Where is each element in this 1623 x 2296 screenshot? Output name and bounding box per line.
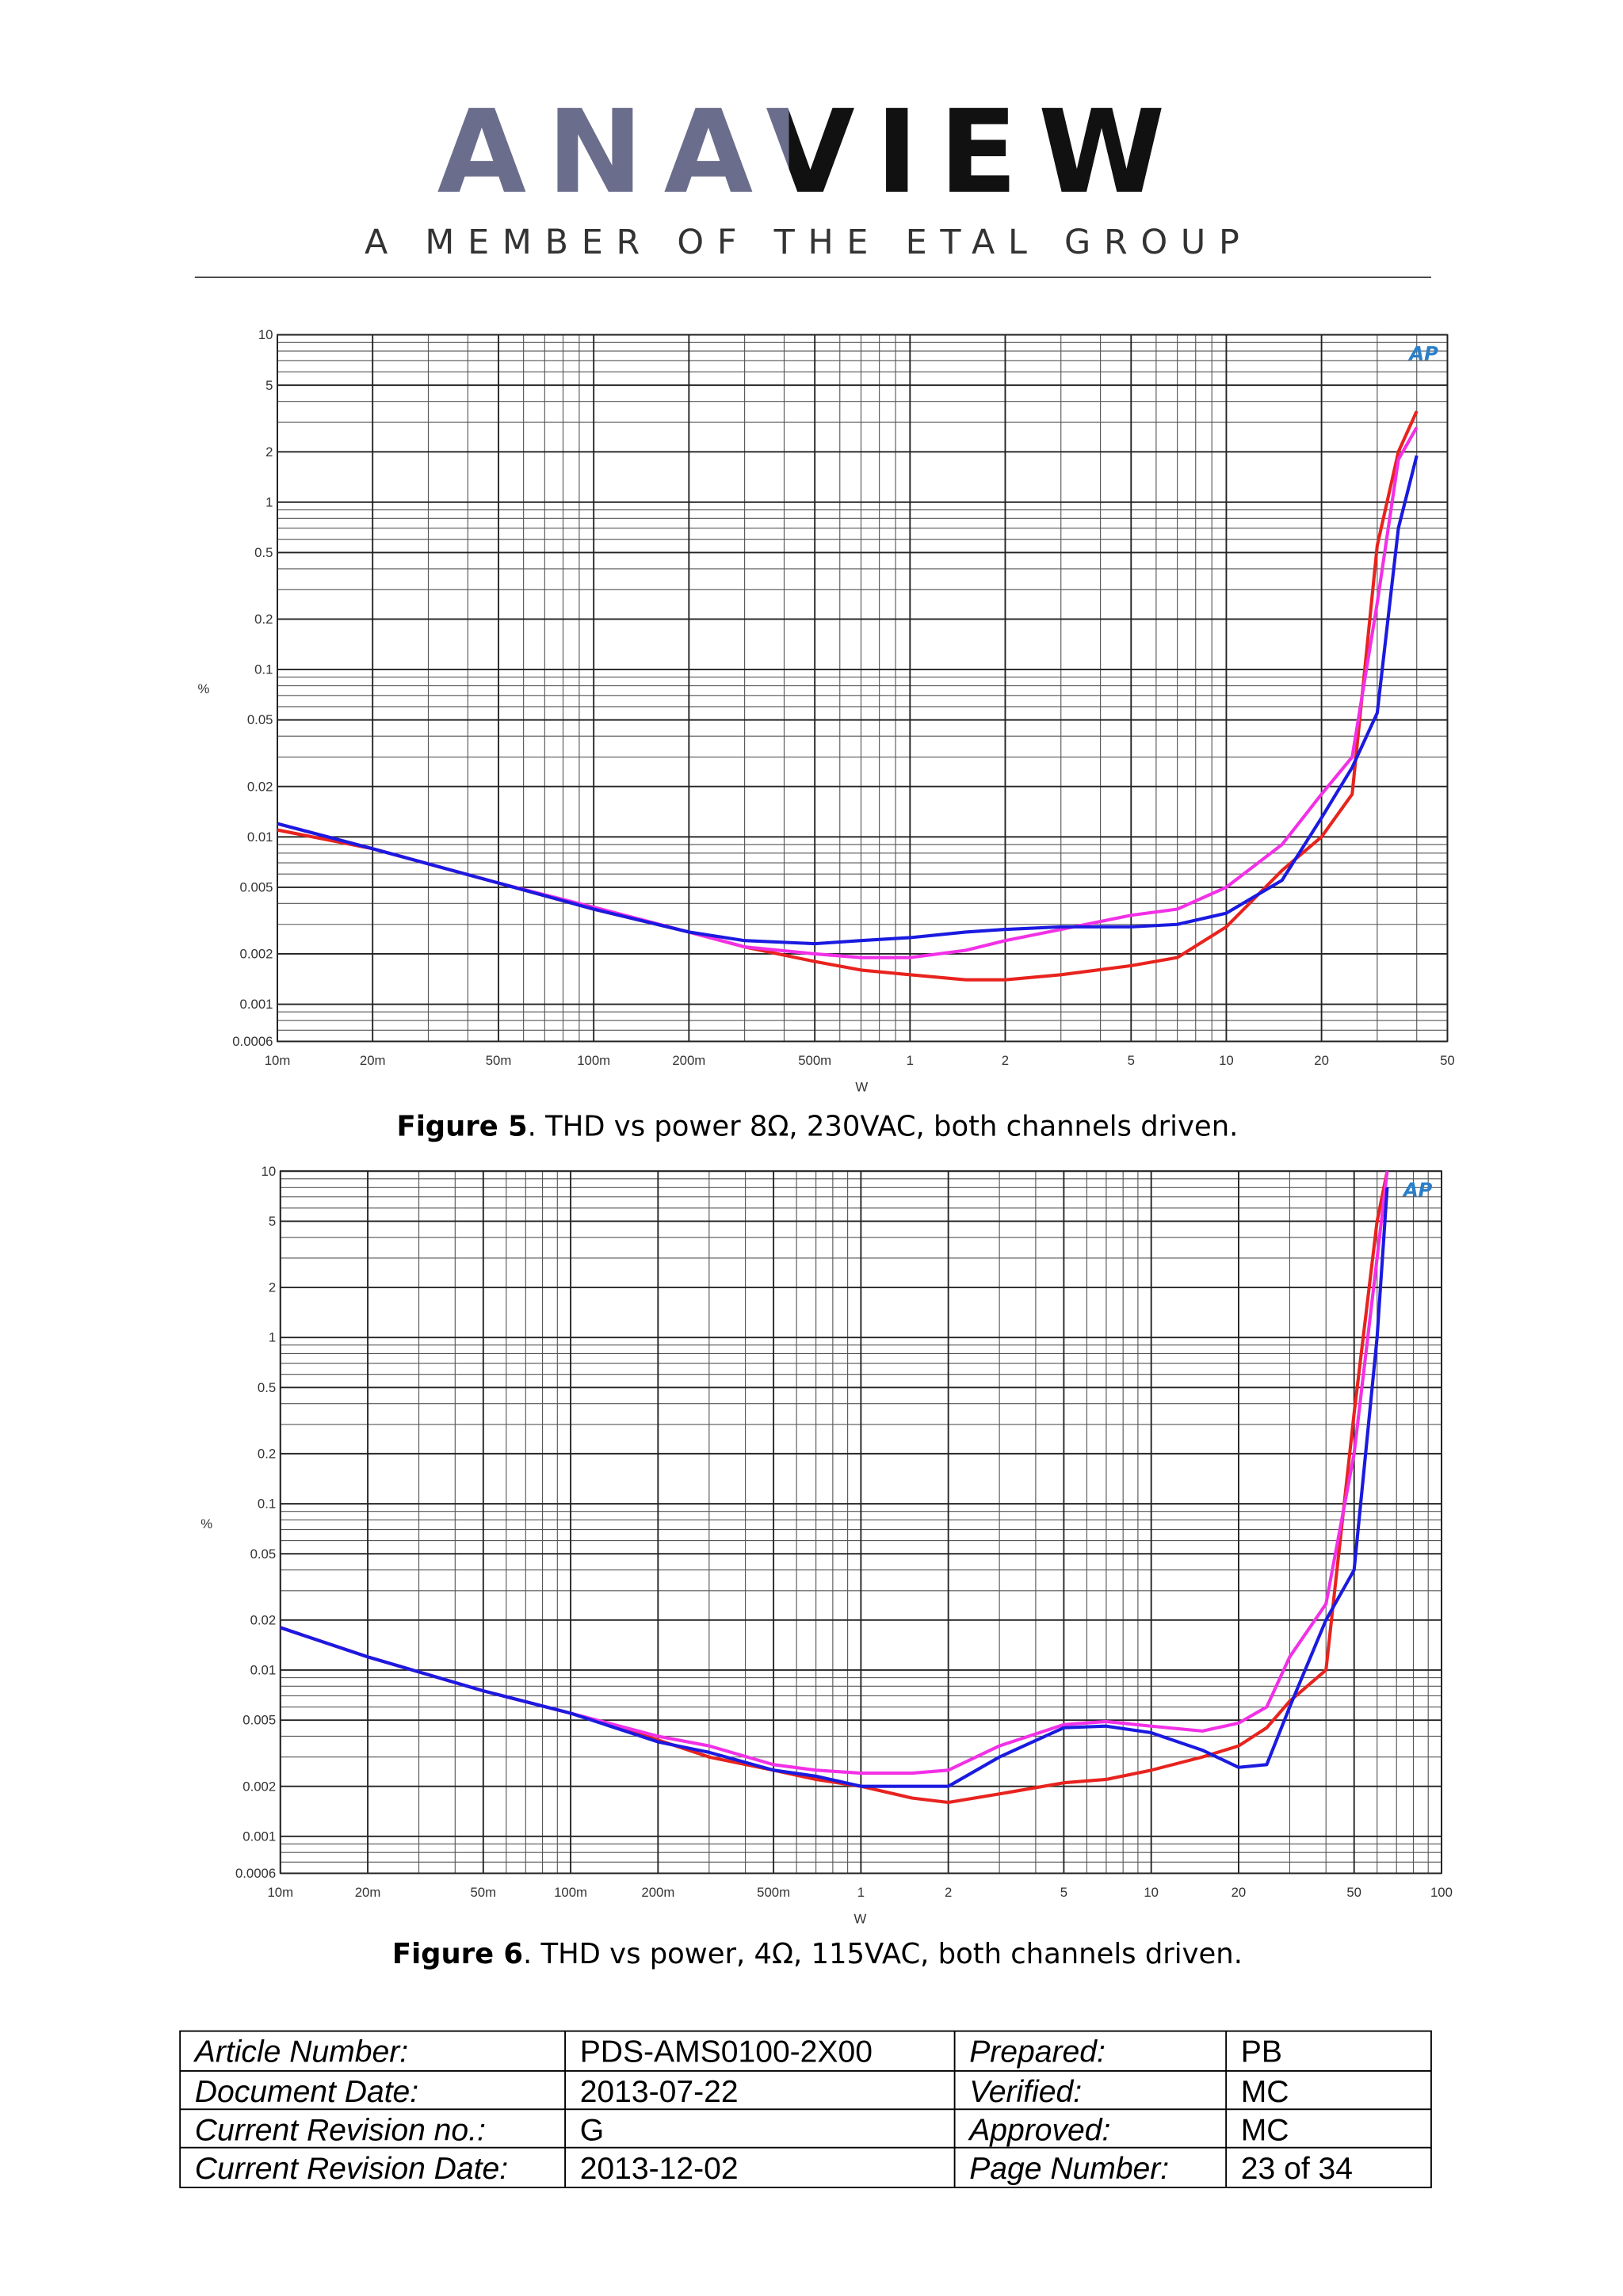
x-tick-label: 20m [355, 1885, 381, 1900]
x-tick-label: 200m [672, 1053, 705, 1068]
y-tick-label: 0.0006 [232, 1034, 273, 1049]
caption-text: . THD vs power, 4Ω, 115VAC, both channel… [523, 1938, 1243, 1970]
table-cell: Approved: [968, 2113, 1110, 2147]
caption-text: . THD vs power 8Ω, 230VAC, both channels… [528, 1111, 1239, 1143]
x-tick-label: 200m [641, 1885, 674, 1900]
y-tick-label: 0.5 [258, 1380, 276, 1395]
y-tick-label: 1 [265, 494, 273, 509]
x-tick-label: 5 [1128, 1053, 1135, 1068]
table-cell: MC [1241, 2075, 1289, 2109]
table-cell: Prepared: [969, 2035, 1106, 2069]
x-tick-label: 50m [486, 1053, 512, 1068]
x-tick-label: 10 [1144, 1885, 1159, 1900]
table-cell: Article Number: [193, 2035, 408, 2069]
x-tick-label: 500m [757, 1885, 790, 1900]
y-tick-label: 2 [265, 444, 273, 460]
table-cell: MC [1241, 2113, 1289, 2147]
table-cell: Verified: [969, 2075, 1082, 2109]
y-tick-label: 0.02 [247, 779, 273, 794]
x-tick-label: 2 [945, 1885, 952, 1900]
y-tick-label: 0.0006 [235, 1866, 276, 1881]
tagline: A MEMBER OF THE ETAL GROUP [365, 223, 1253, 262]
x-tick-label: 2 [1002, 1053, 1009, 1068]
caption-label: Figure 6 [392, 1938, 523, 1970]
y-tick-label: 0.05 [247, 712, 273, 727]
table-cell: PDS-AMS0100-2X00 [580, 2035, 873, 2069]
table-cell: 2013-07-22 [580, 2075, 739, 2109]
y-tick-label: 0.002 [240, 947, 273, 962]
x-axis-label: W [855, 1080, 868, 1095]
y-tick-label: 10 [262, 1164, 277, 1179]
y-tick-label: 5 [265, 378, 273, 393]
table-cell: G [580, 2113, 604, 2147]
table-cell: PB [1241, 2035, 1282, 2069]
x-tick-label: 100m [554, 1885, 587, 1900]
x-tick-label: 50 [1440, 1053, 1455, 1068]
table-cell: 23 of 34 [1241, 2152, 1353, 2186]
x-tick-label: 10m [265, 1053, 291, 1068]
series-line [280, 1187, 1389, 1788]
y-tick-label: 0.002 [242, 1779, 276, 1794]
x-axis-label: W [854, 1912, 867, 1927]
x-tick-label: 50m [471, 1885, 497, 1900]
plot-area [277, 334, 1449, 1043]
y-tick-label: 0.02 [250, 1612, 277, 1627]
y-axis-label: % [200, 1516, 212, 1531]
y-tick-label: 0.1 [258, 1497, 276, 1512]
x-tick-label: 5 [1060, 1885, 1067, 1900]
y-tick-label: 0.2 [258, 1446, 276, 1461]
x-tick-label: 20 [1232, 1885, 1247, 1900]
watermark: AP [1407, 342, 1438, 364]
x-tick-label: 20m [360, 1053, 386, 1068]
y-tick-label: 10 [258, 327, 273, 342]
x-tick-label: 100 [1430, 1885, 1453, 1900]
caption: Figure 6. THD vs power, 4Ω, 115VAC, both… [392, 1938, 1243, 1970]
series-line [277, 455, 1419, 946]
x-tick-label: 50 [1346, 1885, 1361, 1900]
table-cell: Current Revision no.: [195, 2113, 486, 2147]
y-tick-label: 2 [269, 1280, 276, 1295]
x-tick-label: 20 [1314, 1053, 1329, 1068]
y-tick-label: 0.2 [254, 612, 273, 627]
y-tick-label: 0.05 [250, 1547, 277, 1562]
x-tick-label: 100m [577, 1053, 610, 1068]
x-tick-label: 10 [1219, 1053, 1234, 1068]
table-cell: Document Date: [195, 2075, 418, 2109]
series-line [280, 1170, 1389, 1775]
y-tick-label: 5 [269, 1214, 276, 1229]
y-tick-label: 0.01 [250, 1663, 277, 1678]
y-tick-label: 0.001 [240, 997, 273, 1012]
table-cell: Current Revision Date: [195, 2152, 508, 2186]
y-tick-label: 0.1 [254, 662, 273, 677]
y-tick-label: 0.5 [254, 545, 273, 560]
logo: ANAVIEW [437, 86, 1186, 219]
x-tick-label: 500m [798, 1053, 831, 1068]
y-tick-label: 1 [269, 1330, 276, 1345]
x-tick-label: 1 [857, 1885, 865, 1900]
watermark: AP [1402, 1179, 1433, 1201]
y-tick-label: 0.005 [240, 879, 273, 894]
y-tick-label: 0.001 [242, 1829, 276, 1844]
x-tick-label: 1 [907, 1053, 914, 1068]
caption-label: Figure 5 [397, 1111, 528, 1143]
table-cell: 2013-12-02 [580, 2152, 739, 2186]
table-cell: Page Number: [969, 2152, 1169, 2186]
y-tick-label: 0.01 [247, 830, 273, 845]
y-tick-label: 0.005 [242, 1713, 276, 1728]
x-tick-label: 10m [267, 1885, 293, 1900]
y-axis-label: % [198, 681, 210, 696]
caption: Figure 5. THD vs power 8Ω, 230VAC, both … [397, 1111, 1239, 1143]
